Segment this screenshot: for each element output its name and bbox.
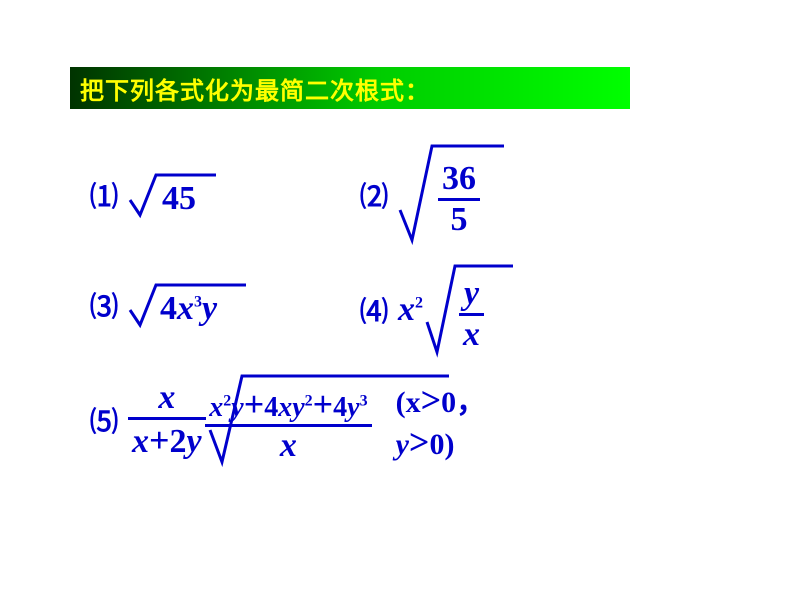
gt-icon: > <box>421 380 442 420</box>
den-a: x <box>132 423 149 460</box>
frac-den: 5 <box>447 201 472 237</box>
radicand-1: 45 <box>162 180 196 218</box>
plus-icon: + <box>149 420 170 460</box>
cond-open: (x <box>396 386 421 419</box>
radicand-5: x2y+4xy2+4y3 x <box>205 386 371 463</box>
den-b-var: y <box>187 423 202 460</box>
bullet-4: ⑷ <box>360 290 388 330</box>
bullet-3: ⑶ <box>90 285 118 325</box>
bullet-2: ⑵ <box>360 175 388 215</box>
frac-den: x <box>459 316 484 352</box>
expr-5: ⑸ x x+2y x2y+4xy2+4y3 x (x>0，y>0) <box>90 370 754 470</box>
radicand-3: 4x3y <box>160 290 217 328</box>
expr-3: ⑶ 4x3y <box>90 280 305 330</box>
title-text: 把下列各式化为最简二次根式： <box>80 71 430 106</box>
expr-4: ⑷ x2 y x <box>360 260 540 360</box>
frac-num: y <box>460 277 483 313</box>
cond-c: y <box>396 428 409 461</box>
frac-num: 36 <box>438 162 480 198</box>
radicand-4: y x <box>459 277 484 352</box>
math-area: ⑴ 45 ⑵ 36 5 ⑶ 4x3y ⑷ x2 <box>90 140 710 480</box>
bullet-1: ⑴ <box>90 175 118 215</box>
pre-factor: x2 <box>398 291 423 329</box>
frac-num: x2y+4xy2+4y3 <box>205 386 371 424</box>
cond-b: 0， <box>441 386 486 419</box>
gt-icon: > <box>409 422 430 462</box>
plus-icon: + <box>313 384 334 424</box>
den-b-coef: 2 <box>170 423 187 460</box>
plus-icon: + <box>244 384 265 424</box>
front-fraction: x x+2y <box>128 381 206 459</box>
title-bar: 把下列各式化为最简二次根式： <box>70 67 630 109</box>
radicand-2: 36 5 <box>438 162 480 237</box>
bullet-5: ⑸ <box>90 400 118 440</box>
expr-2: ⑵ 36 5 <box>360 140 550 250</box>
frac-den: x+2y <box>128 420 206 459</box>
frac-num: x <box>154 381 179 417</box>
term-a: x2y <box>209 392 243 423</box>
expr-1: ⑴ 45 <box>90 170 252 220</box>
cond-d: 0) <box>429 428 454 461</box>
frac-den: x <box>276 427 301 463</box>
condition: (x>0，y>0) <box>396 377 525 463</box>
